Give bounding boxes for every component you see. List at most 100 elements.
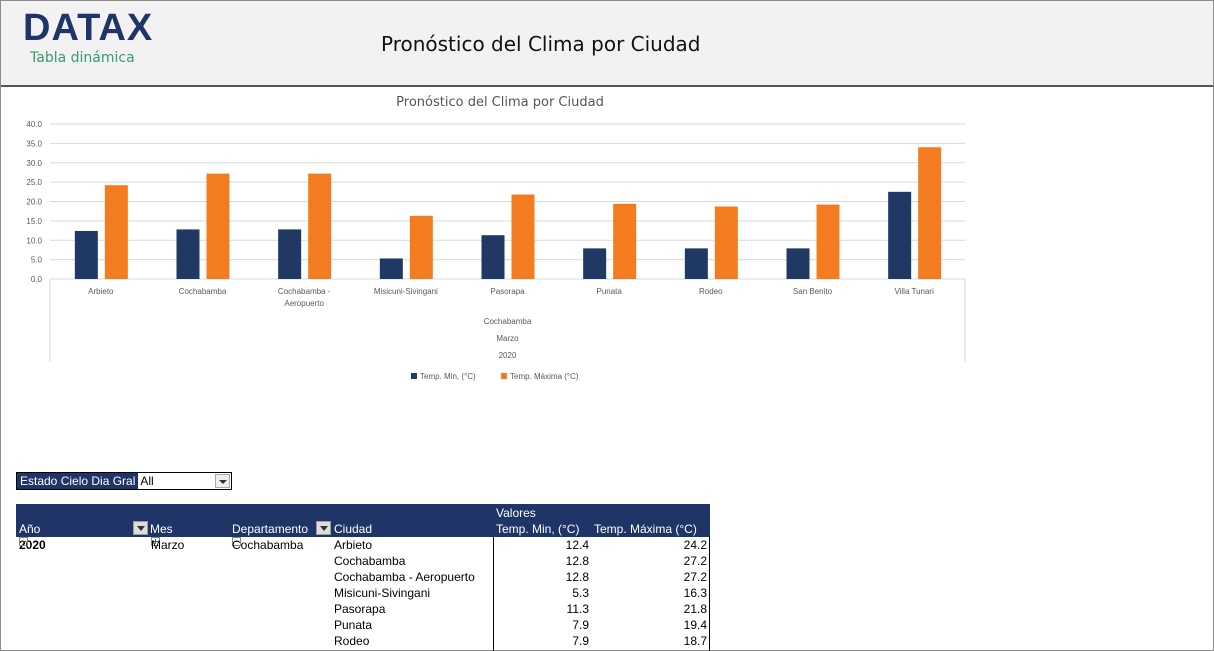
max-cell: 19.4	[683, 618, 707, 632]
table-row: Rodeo 7.9 18.7	[16, 633, 710, 649]
table-row: Misicuni-Sivingani 5.3 16.3	[16, 585, 710, 601]
col-year: Año	[19, 522, 41, 536]
bar-min[interactable]	[379, 258, 403, 279]
bar-max[interactable]	[104, 185, 128, 279]
divider	[709, 537, 710, 651]
month-value: Marzo	[151, 538, 185, 552]
filter-value[interactable]: All	[138, 473, 231, 489]
x-tick-label: San Benito	[793, 287, 833, 296]
min-cell: 11.3	[566, 602, 589, 616]
bar-max[interactable]	[918, 147, 942, 279]
filter-value-text: All	[140, 474, 154, 488]
city-cell[interactable]: Cochabamba	[334, 554, 406, 568]
y-tick-label: 35.0	[26, 139, 42, 148]
filter-label: Estado Cielo Dia Gral	[17, 473, 139, 489]
bar-min[interactable]	[176, 229, 200, 279]
header: DATAX Tabla dinámica Pronóstico del Clim…	[1, 1, 1213, 87]
city-cell[interactable]: Rodeo	[334, 634, 370, 648]
col-month: Mes	[150, 522, 173, 536]
bar-min[interactable]	[583, 248, 607, 279]
bar-min[interactable]	[481, 235, 505, 279]
max-cell: 21.8	[683, 602, 707, 616]
col-temp-max: Temp. Máxima (°C)	[594, 522, 697, 536]
legend-swatch	[501, 373, 507, 379]
bar-max[interactable]	[308, 173, 332, 279]
bar-min[interactable]	[278, 229, 302, 279]
city-cell[interactable]: Misicuni-Sivingani	[334, 586, 431, 600]
min-cell: 12.8	[565, 554, 589, 568]
max-cell: 27.2	[683, 570, 707, 584]
x-tick-label: Villa Tunari	[894, 287, 934, 296]
city-cell[interactable]: Arbieto	[334, 538, 373, 552]
max-cell: 24.2	[683, 538, 707, 552]
y-tick-label: 30.0	[26, 159, 42, 168]
table-row: 2020 Marzo Cochabamba Arbieto 12.4 24.2	[16, 537, 710, 553]
min-cell: 7.9	[572, 634, 589, 648]
bar-max[interactable]	[613, 203, 637, 279]
x-tick-label: Arbieto	[88, 287, 114, 296]
min-cell: 7.9	[572, 618, 589, 632]
pivot-table: Valores Año Mes Departamento Ciudad Temp…	[16, 504, 710, 649]
table-row: Cochabamba 12.8 27.2	[16, 553, 710, 569]
min-cell: 5.3	[572, 586, 589, 600]
max-cell: 16.3	[683, 586, 707, 600]
bar-max[interactable]	[714, 206, 738, 279]
city-cell[interactable]: Cochabamba - Aeropuerto	[334, 570, 475, 584]
values-label: Valores	[496, 506, 536, 520]
table-row: Cochabamba - Aeropuerto 12.8 27.2	[16, 569, 710, 585]
page-title: Pronóstico del Clima por Ciudad	[381, 32, 701, 56]
y-tick-label: 10.0	[26, 236, 42, 245]
report-filter[interactable]: Estado Cielo Dia Gral All	[16, 472, 232, 490]
bar-max[interactable]	[206, 173, 230, 279]
x-tick-label: Cochabamba	[179, 287, 227, 296]
y-tick-label: 40.0	[26, 120, 42, 129]
collapse-icon[interactable]	[232, 537, 241, 546]
y-tick-label: 25.0	[26, 178, 42, 187]
logo-subtitle: Tabla dinámica	[30, 50, 135, 66]
col-temp-min: Temp. Min, (°C)	[496, 522, 580, 536]
legend-label: Temp. Máxima (°C)	[510, 372, 579, 381]
group-label: 2020	[499, 351, 517, 360]
collapse-icon[interactable]	[19, 537, 28, 546]
year-cell[interactable]: 2020	[19, 537, 46, 553]
bar-min[interactable]	[684, 248, 708, 279]
col-city: Ciudad	[334, 522, 373, 536]
chart-title: Pronóstico del Clima por Ciudad	[396, 95, 604, 110]
legend-label: Temp. Min, (°C)	[420, 372, 476, 381]
x-tick-label: Punata	[596, 287, 622, 296]
expand-icon[interactable]	[151, 537, 160, 546]
datax-logo: DATAX	[23, 7, 154, 49]
x-tick-label: Rodeo	[699, 287, 723, 296]
x-tick-label: Cochabamba -	[278, 287, 331, 296]
y-tick-label: 15.0	[26, 217, 42, 226]
bar-min[interactable]	[888, 191, 912, 279]
divider	[493, 537, 494, 651]
max-cell: 18.7	[683, 634, 707, 648]
min-cell: 12.8	[565, 570, 589, 584]
x-tick-label: Misicuni-Sivingani	[374, 287, 438, 296]
pivot-header: Valores Año Mes Departamento Ciudad Temp…	[16, 504, 710, 537]
bar-chart[interactable]: 0.0 5.0 10.0 15.0 20.0 25.0 30.0 35.0 40.0 Arbiet…	[0, 0, 1000, 400]
table-row: Punata 7.9 19.4	[16, 617, 710, 633]
x-tick-label: Pasorapa	[490, 287, 525, 296]
bar-max[interactable]	[816, 204, 840, 279]
col-department: Departamento	[232, 522, 309, 536]
bar-max[interactable]	[511, 194, 535, 279]
table-row: Pasorapa 11.3 21.8	[16, 601, 710, 617]
legend-swatch	[411, 373, 417, 379]
filter-icon[interactable]	[133, 521, 148, 535]
x-tick-label: Aeropuerto	[284, 299, 324, 308]
dropdown-arrow-icon[interactable]	[215, 474, 230, 488]
y-tick-label: 0.0	[31, 275, 43, 284]
y-tick-label: 20.0	[26, 198, 42, 207]
bar-min[interactable]	[786, 248, 810, 279]
min-cell: 12.4	[565, 538, 589, 552]
filter-icon[interactable]	[316, 521, 331, 535]
y-tick-label: 5.0	[31, 256, 43, 265]
city-cell[interactable]: Punata	[334, 618, 373, 632]
dept-value: Cochabamba	[232, 538, 304, 552]
bar-min[interactable]	[74, 230, 98, 279]
bar-max[interactable]	[409, 215, 433, 279]
city-cell[interactable]: Pasorapa	[334, 602, 386, 616]
group-label: Marzo	[496, 334, 519, 343]
